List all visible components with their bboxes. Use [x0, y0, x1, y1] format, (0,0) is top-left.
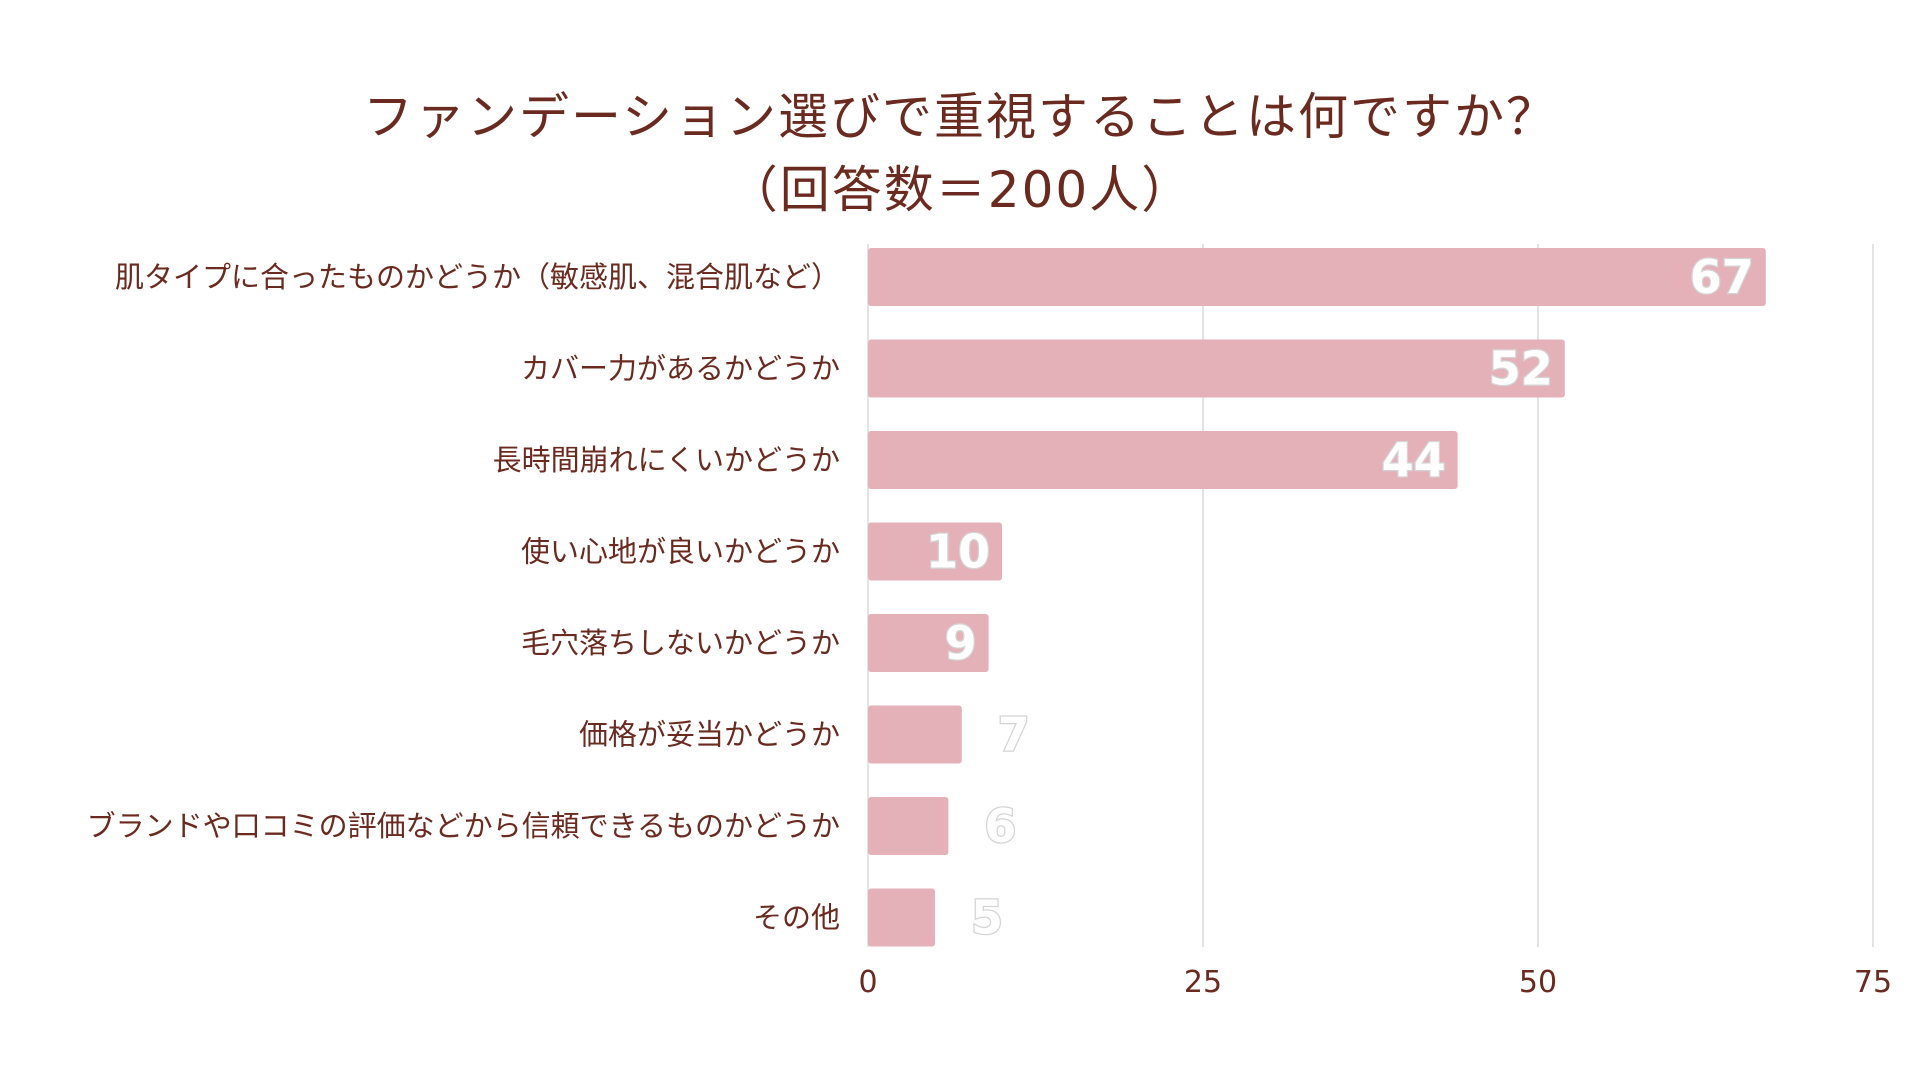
data-label: 7: [998, 708, 1030, 762]
x-tick-label: 0: [858, 965, 877, 1000]
data-label: 44: [1382, 433, 1446, 487]
x-tick-label: 25: [1184, 965, 1222, 1000]
data-label: 10: [926, 525, 990, 579]
x-axis-ticks-layer: 0 25 50 75: [858, 965, 1892, 1000]
category-label: その他: [753, 901, 840, 935]
x-tick-label: 75: [1854, 965, 1892, 1000]
bars-layer: [868, 248, 1766, 947]
bar: [868, 614, 989, 672]
category-label: 長時間崩れにくいかどうか: [493, 443, 840, 477]
category-label: 毛穴落ちしないかどうか: [521, 626, 840, 660]
bar: [868, 705, 962, 764]
bar: [868, 888, 935, 947]
category-label: カバー力があるかどうか: [521, 352, 840, 386]
chart-subtitle: （回答数＝200人）: [727, 161, 1194, 219]
x-tick-label: 50: [1519, 965, 1557, 1000]
category-label: 使い心地が良いかどうか: [521, 535, 840, 569]
data-labels-layer: 67 52 44 10 97 6 5: [925, 249, 1755, 946]
bar: [868, 248, 1766, 306]
data-label: 5: [971, 891, 1003, 945]
bar: [868, 431, 1458, 489]
category-label: 肌タイプに合ったものかどうか（敏感肌、混合肌など）: [115, 260, 840, 294]
bar: [868, 797, 949, 855]
data-label: 9: [945, 616, 977, 670]
bar: [868, 522, 1002, 581]
data-label: 6: [984, 799, 1016, 853]
chart-title: ファンデーション選びで重視することは何ですか？: [363, 88, 1558, 146]
data-label: 52: [1489, 342, 1553, 396]
category-label: 価格が妥当かどうか: [579, 718, 840, 752]
category-label: ブランドや口コミの評価などから信頼できるものかどうか: [87, 809, 840, 843]
bar: [868, 339, 1565, 398]
data-label: 67: [1690, 250, 1754, 304]
category-labels-layer: 肌タイプに合ったものかどうか（敏感肌、混合肌など） カバー力があるかどうか長時間崩…: [87, 260, 840, 935]
